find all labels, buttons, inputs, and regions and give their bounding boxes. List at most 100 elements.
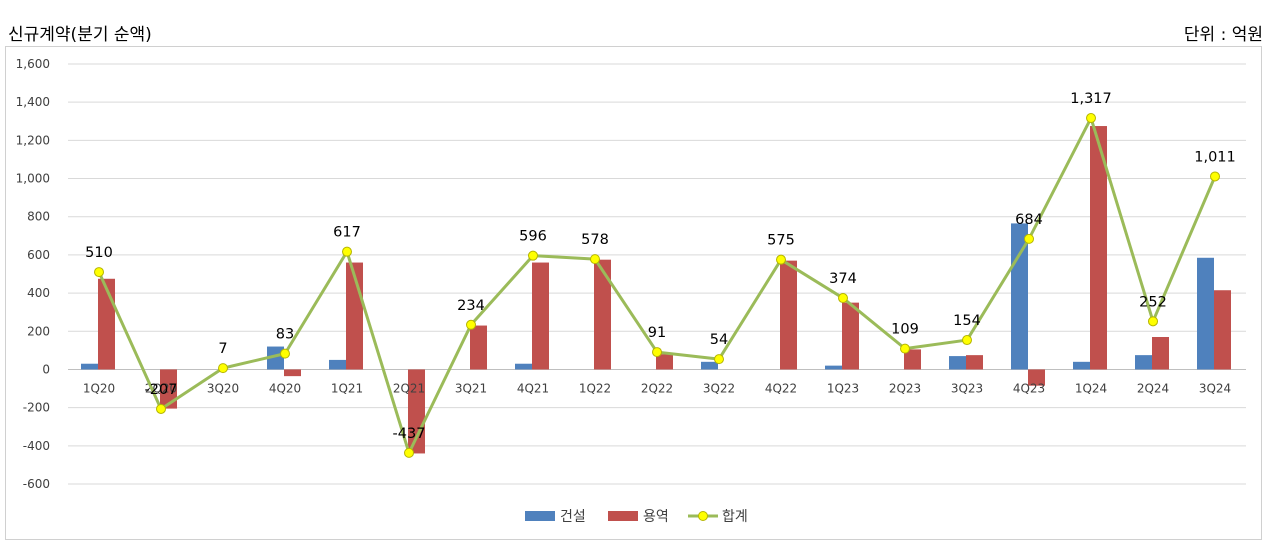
x-tick-label: 4Q23 (1013, 381, 1045, 395)
legend: 건설 용역 합계 (525, 509, 748, 525)
total-point (342, 246, 352, 257)
data-label: 617 (333, 225, 361, 241)
data-label: 91 (648, 325, 666, 341)
bar-service (1214, 290, 1231, 370)
x-tick-label: 3Q22 (703, 381, 735, 395)
y-tick-label: 600 (27, 248, 50, 262)
total-point (1210, 171, 1220, 182)
y-tick-label: 1,600 (16, 57, 50, 71)
bar-construction (1135, 355, 1152, 370)
legend-swatch-construction (525, 511, 555, 521)
total-line (94, 113, 1220, 458)
data-label: 1,317 (1070, 91, 1112, 107)
bar-service (904, 349, 921, 370)
legend-marker-total (698, 511, 708, 521)
data-label: -207 (145, 382, 178, 398)
y-tick-label: 1,400 (16, 95, 50, 109)
data-label: 7 (218, 341, 227, 357)
x-tick-label: 1Q24 (1075, 381, 1107, 395)
gridlines (68, 63, 1246, 485)
legend-label-service: 용역 (643, 509, 669, 525)
bars (81, 126, 1231, 454)
bar-service (966, 355, 983, 370)
bar-construction (701, 361, 718, 370)
total-point (776, 254, 786, 265)
data-label: -437 (393, 426, 426, 442)
chart-title: 신규계약(분기 순액) (8, 25, 152, 45)
total-point (94, 267, 104, 278)
total-point (1024, 233, 1034, 244)
data-label: 109 (891, 322, 919, 338)
data-label: 1,011 (1194, 149, 1236, 165)
total-point (1148, 316, 1158, 327)
bar-service (160, 369, 177, 409)
x-tick-label: 1Q22 (579, 381, 611, 395)
y-tick-label: -600 (23, 477, 50, 491)
y-tick-label: 1,000 (16, 172, 50, 186)
total-point (962, 335, 972, 346)
bar-construction (329, 359, 346, 370)
y-tick-label: -400 (23, 439, 50, 453)
x-tick-label: 2Q22 (641, 381, 673, 395)
bar-construction (825, 365, 842, 370)
y-tick-label: 200 (27, 324, 50, 338)
y-tick-label: -200 (23, 401, 50, 415)
total-point (652, 347, 662, 358)
data-label: 374 (829, 271, 857, 287)
data-label: 234 (457, 298, 485, 314)
chart-frame (5, 46, 1262, 540)
y-tick-label: 800 (27, 210, 50, 224)
total-point (218, 363, 228, 374)
data-label: 596 (519, 229, 547, 245)
x-tick-label: 2Q21 (393, 381, 425, 395)
x-tick-label: 4Q22 (765, 381, 797, 395)
bar-construction (267, 346, 284, 370)
total-point (156, 403, 166, 414)
total-point (466, 319, 476, 330)
x-tick-label: 2Q23 (889, 381, 921, 395)
x-tick-label: 3Q20 (207, 381, 239, 395)
bar-service (656, 354, 673, 370)
data-label: 578 (581, 232, 609, 248)
bar-service (284, 369, 301, 377)
legend-swatch-service (608, 511, 638, 521)
total-point (280, 348, 290, 359)
total-series-line (97, 116, 1217, 455)
y-tick-label: 0 (42, 362, 50, 376)
total-point (404, 447, 414, 458)
bar-service (408, 369, 425, 454)
unit-label: 단위 : 억원 (1183, 25, 1263, 45)
bar-service (470, 325, 487, 370)
total-point (1086, 113, 1096, 124)
bar-construction (515, 363, 532, 370)
bar-service (1152, 337, 1169, 370)
x-tick-label: 4Q20 (269, 381, 301, 395)
x-axis-ticks: 1Q20 2Q20 3Q20 4Q20 1Q21 2Q21 3Q21 4Q21 1Q22 2Q22… (83, 381, 1231, 395)
total-point (528, 250, 538, 261)
data-label: 252 (1139, 294, 1167, 310)
data-label: 575 (767, 233, 795, 249)
data-label: 684 (1015, 212, 1043, 228)
bar-service (98, 278, 115, 370)
bar-construction (1197, 257, 1214, 370)
data-label: 83 (276, 327, 294, 343)
legend-label-construction: 건설 (560, 509, 586, 525)
x-tick-label: 4Q21 (517, 381, 549, 395)
bar-service (1028, 369, 1045, 386)
bar-construction (1073, 361, 1090, 370)
data-labels: 510 -207 7 83 617 -437 234 596 578 91 54 575 374 109 1… (85, 91, 1236, 442)
total-point (838, 293, 848, 304)
x-tick-label: 3Q23 (951, 381, 983, 395)
x-tick-label: 1Q21 (331, 381, 363, 395)
x-tick-label: 1Q20 (83, 381, 115, 395)
bar-service (1090, 126, 1107, 370)
total-point (714, 354, 724, 365)
bar-service (780, 260, 797, 370)
bar-service (842, 302, 859, 370)
y-axis-ticks: -600 -400 -200 0 200 400 600 800 1,000 1,200 1,400… (16, 57, 50, 491)
data-label: 154 (953, 313, 981, 329)
total-point (590, 254, 600, 265)
data-label: 510 (85, 245, 113, 261)
bar-construction (949, 356, 966, 370)
